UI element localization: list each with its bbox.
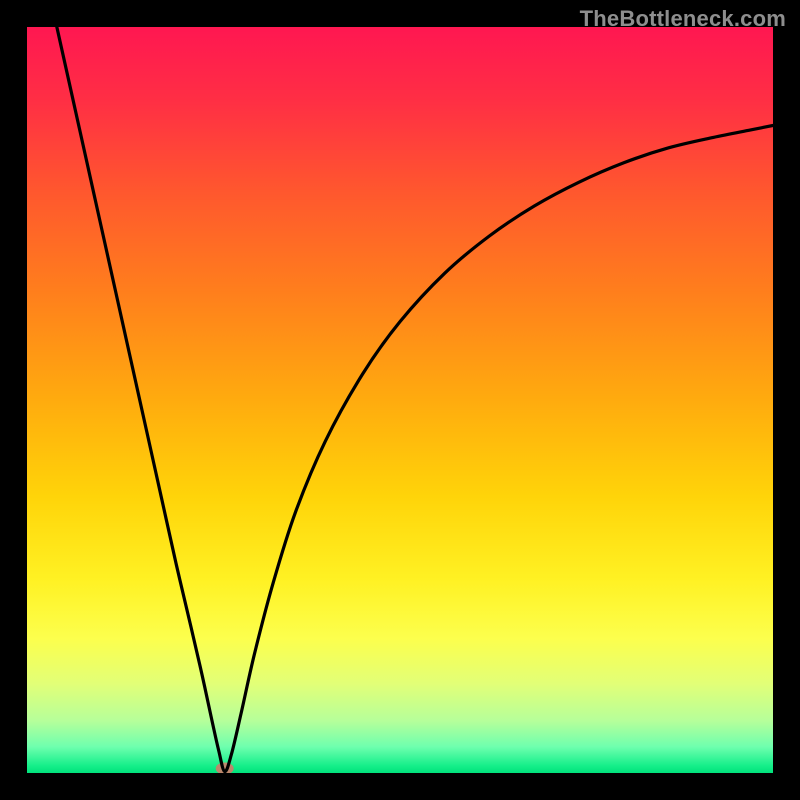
plot-area xyxy=(27,27,773,773)
bottleneck-curve xyxy=(57,27,773,772)
watermark-text: TheBottleneck.com xyxy=(580,6,786,32)
curve-layer xyxy=(27,27,773,773)
outer-frame: TheBottleneck.com xyxy=(0,0,800,800)
